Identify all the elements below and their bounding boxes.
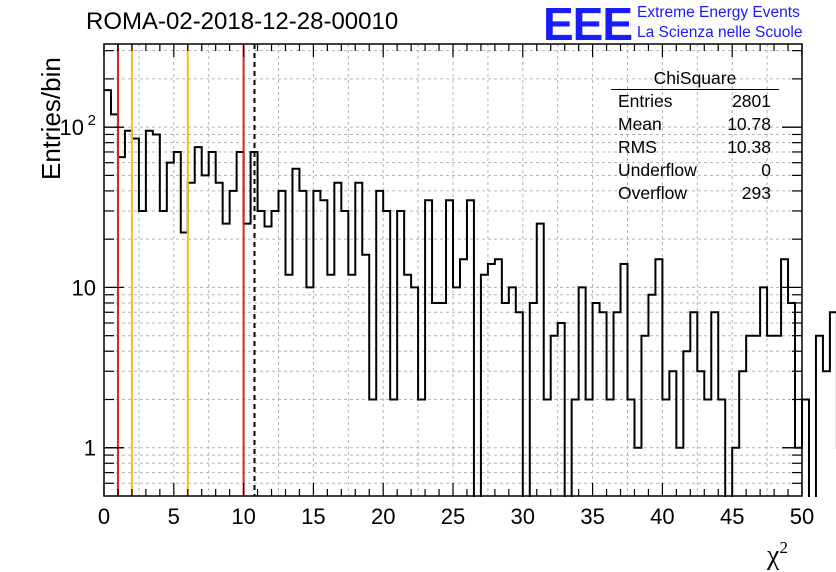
y-axis-label-box: Entries/bin (4, 40, 66, 185)
stats-label: Entries (618, 91, 673, 111)
x-axis-label: χ2 (767, 538, 788, 572)
x-tick-label: 5 (168, 504, 180, 529)
stats-row-mean: Mean 10.78 (611, 113, 779, 136)
chart-title: ROMA-02-2018-12-28-00010 (86, 8, 399, 35)
y-tick-label: 1 (84, 436, 96, 461)
logo-line-2: La Scienza nelle Scuole (637, 24, 803, 41)
stats-box: ChiSquare Entries 2801 Mean 10.78 RMS 10.38… (611, 67, 779, 205)
stats-value: 10.78 (727, 114, 771, 134)
stats-value: 0 (761, 160, 771, 180)
bottom-mask (0, 497, 836, 572)
stats-label: Mean (618, 114, 662, 134)
x-tick-label: 40 (650, 504, 674, 529)
x-axis-label-symbol: χ (767, 540, 780, 571)
stats-title: ChiSquare (653, 68, 737, 88)
x-tick-label: 35 (580, 504, 604, 529)
logo-line-1: Extreme Energy Events (637, 4, 800, 21)
x-tick-label: 20 (371, 504, 395, 529)
x-tick-label: 0 (98, 504, 110, 529)
stats-value: 10.38 (727, 137, 771, 157)
y-tick-label-exponent: 2 (88, 112, 96, 129)
x-tick-label: 10 (231, 504, 255, 529)
stats-label: Underflow (618, 160, 697, 180)
x-tick-label: 25 (441, 504, 465, 529)
eee-logo: EEE (543, 0, 633, 50)
stats-divider (611, 89, 779, 90)
x-axis-label-superscript: 2 (779, 538, 788, 557)
y-axis-label: Entries/bin (36, 57, 66, 180)
histogram-outline (104, 89, 836, 499)
y-tick-label: 10 (72, 275, 96, 300)
stats-row-underflow: Underflow 0 (611, 159, 779, 182)
stats-label: RMS (618, 137, 657, 157)
y-tick-label: 10 (60, 115, 84, 140)
x-tick-label: 45 (720, 504, 744, 529)
stats-row-rms: RMS 10.38 (611, 136, 779, 159)
stats-row-entries: Entries 2801 (611, 90, 779, 113)
x-tick-label: 50 (790, 504, 814, 529)
x-tick-label: 15 (301, 504, 325, 529)
stats-row-overflow: Overflow 293 (611, 182, 779, 205)
stats-label: Overflow (618, 183, 688, 203)
logo-caption: Extreme Energy Events La Scienza nelle S… (637, 3, 802, 43)
x-tick-label: 30 (511, 504, 535, 529)
stats-value: 2801 (732, 91, 771, 111)
stats-value: 293 (741, 183, 771, 203)
